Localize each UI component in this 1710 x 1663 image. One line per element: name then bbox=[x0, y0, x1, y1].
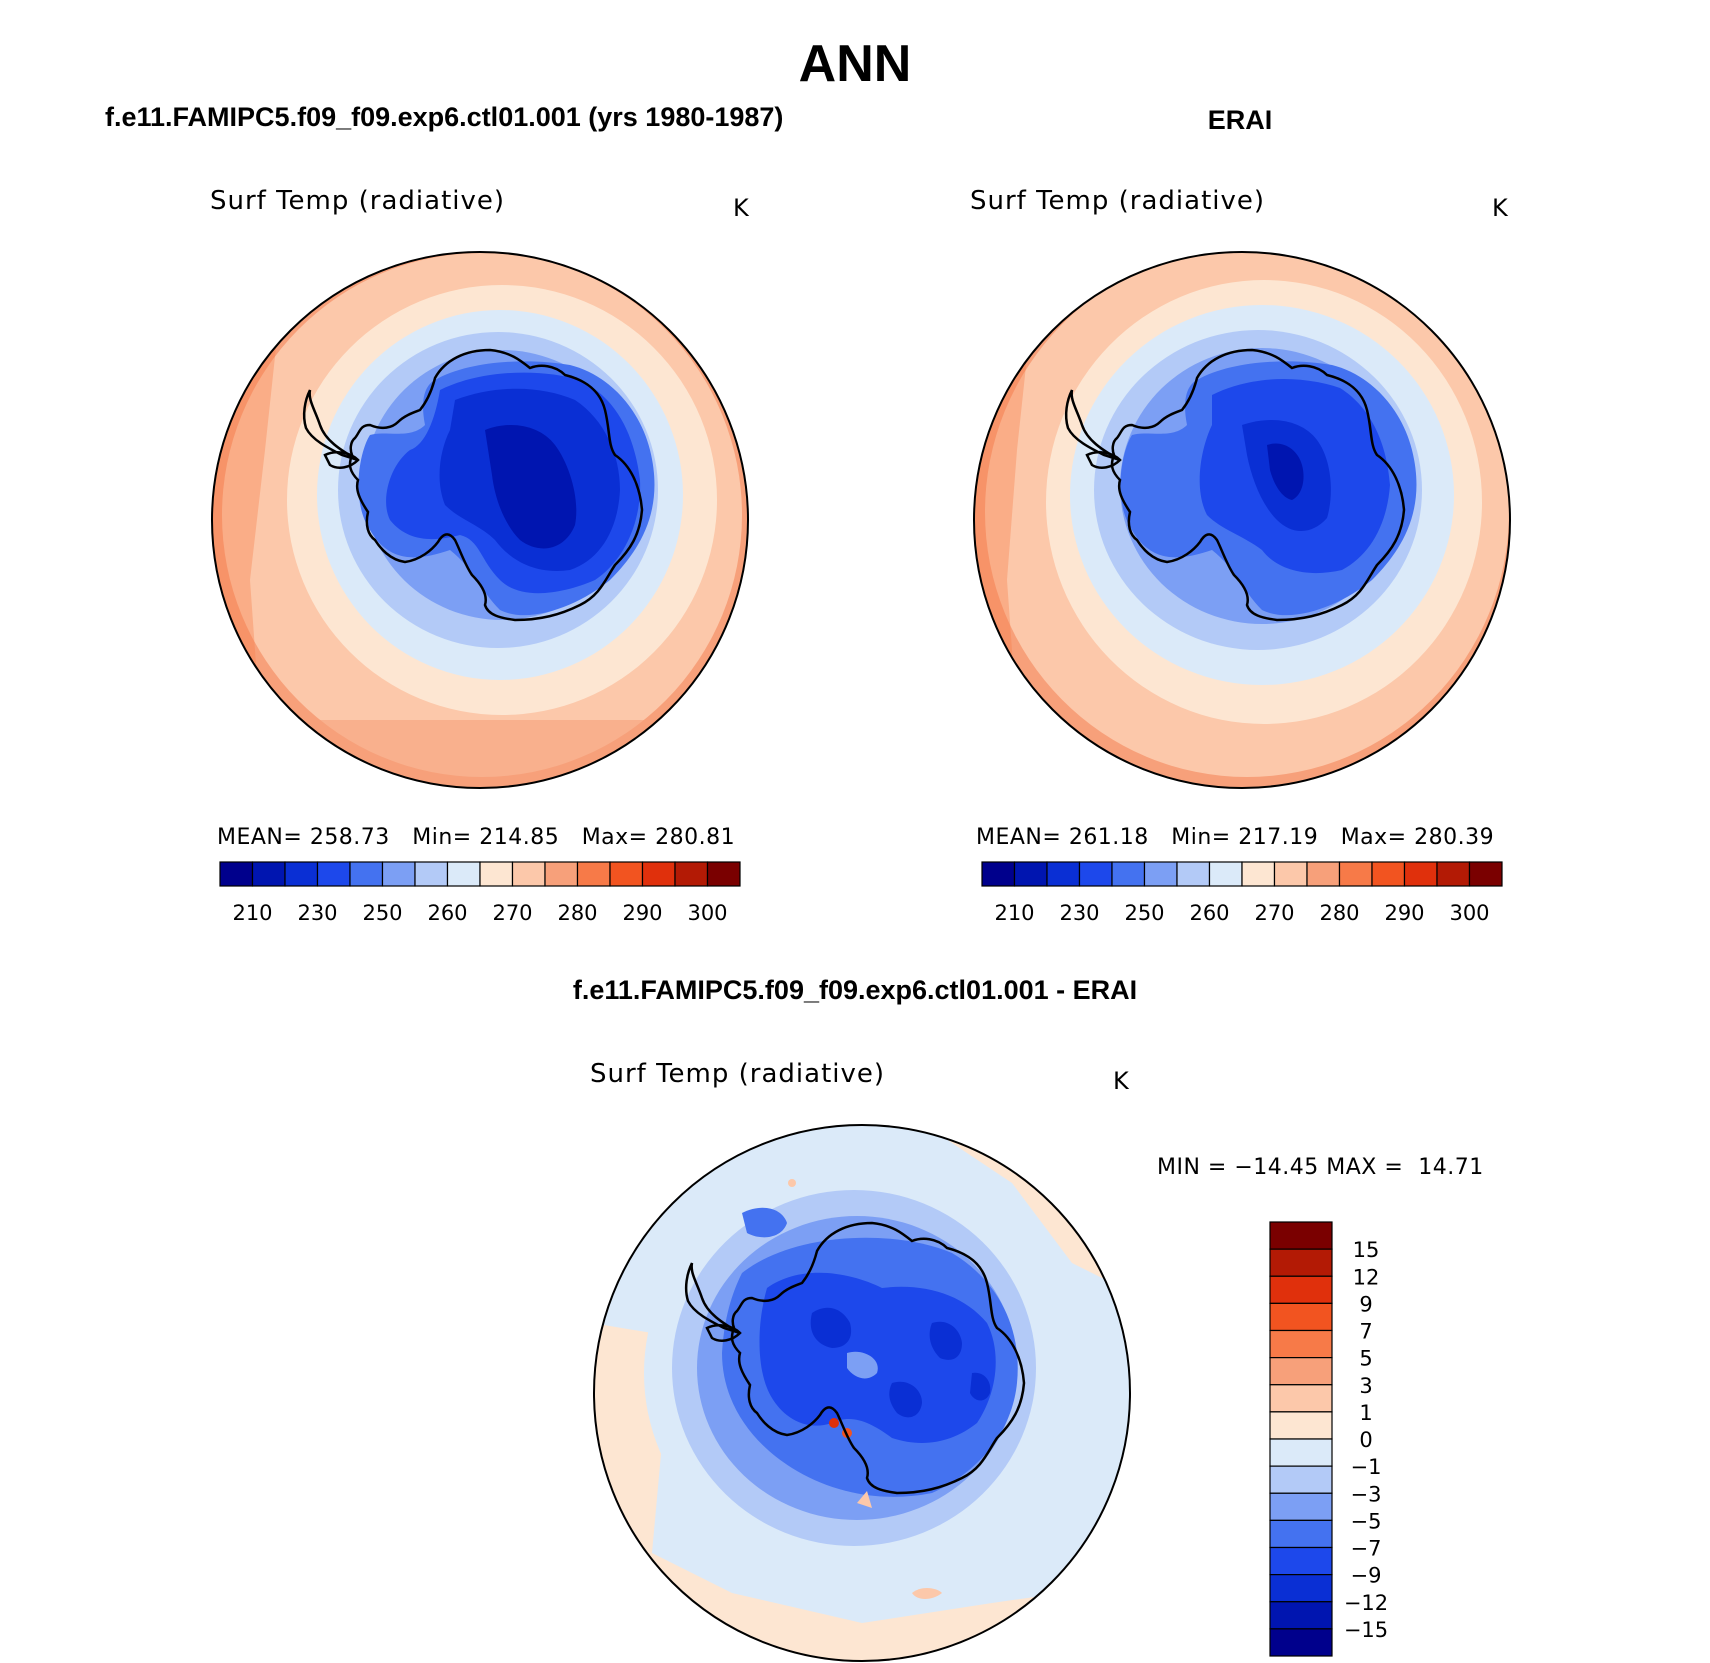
diff-colorbar-tick-label: 0 bbox=[1359, 1428, 1372, 1452]
obs-colorbar-color-box bbox=[1013, 861, 1048, 887]
model-colorbar-color-box bbox=[674, 861, 709, 887]
diff-colorbar-color-box bbox=[1269, 1275, 1333, 1304]
diff-colorbar-color-box bbox=[1269, 1357, 1333, 1386]
model-colorbar-color-box bbox=[414, 861, 449, 887]
diff-colorbar-color-box bbox=[1269, 1411, 1333, 1440]
diff-colorbar-color-box bbox=[1269, 1628, 1333, 1657]
obs-colorbar-color-box bbox=[1176, 861, 1211, 887]
diff-colorbar-color-box bbox=[1269, 1519, 1333, 1549]
diff-colorbar-tick-label: 7 bbox=[1359, 1320, 1372, 1344]
diff-colorbar-tick-label: −1 bbox=[1351, 1455, 1382, 1479]
obs-stats: MEAN= 261.18 Min= 217.19 Max= 280.39 bbox=[976, 825, 1495, 850]
obs-colorbar-color-box bbox=[981, 861, 1016, 887]
obs-variable-label: Surf Temp (radiative) bbox=[970, 186, 1266, 216]
diff-colorbar-tick-label: −3 bbox=[1351, 1482, 1382, 1506]
model-colorbar: 210 230 250 260 270 280 290 300 bbox=[219, 861, 741, 925]
diff-colorbar-color-box bbox=[1269, 1302, 1333, 1332]
diff-colorbar-color-box bbox=[1269, 1492, 1333, 1521]
model-polar-map bbox=[211, 251, 749, 789]
obs-colorbar-color-box bbox=[1371, 861, 1406, 887]
diff-colorbar-color-box bbox=[1269, 1221, 1333, 1250]
obs-colorbar-tick-label: 270 bbox=[1254, 901, 1294, 925]
diff-panel-title: f.e11.FAMIPC5.f09_f09.exp6.ctl01.001 - E… bbox=[572, 975, 1138, 1005]
diff-colorbar-tick-label: 15 bbox=[1353, 1238, 1380, 1262]
diff-polar-map bbox=[593, 1124, 1131, 1662]
model-colorbar-color-box bbox=[284, 861, 319, 887]
model-colorbar-tick-label: 230 bbox=[297, 901, 337, 925]
model-colorbar-tick-label: 260 bbox=[427, 901, 467, 925]
diff-colorbar-tick-label: −7 bbox=[1351, 1537, 1382, 1561]
diff-colorbar: 15 12 9 7 5 3 1 0 −1 −3 −5 −7 −9 −12 −15 bbox=[1269, 1221, 1388, 1657]
obs-colorbar: 210 230 250 260 270 280 290 300 bbox=[981, 861, 1503, 925]
obs-colorbar-color-box bbox=[1436, 861, 1471, 887]
model-colorbar-tick-label: 250 bbox=[362, 901, 402, 925]
model-colorbar-color-box bbox=[316, 861, 351, 887]
diff-colorbar-color-box bbox=[1269, 1574, 1333, 1603]
diff-colorbar-color-box bbox=[1269, 1329, 1333, 1359]
obs-colorbar-color-box bbox=[1306, 861, 1341, 887]
obs-colorbar-color-box bbox=[1241, 861, 1276, 887]
obs-colorbar-color-box bbox=[1046, 861, 1081, 887]
diff-colorbar-color-box bbox=[1269, 1438, 1333, 1467]
diff-units-label: K bbox=[1113, 1067, 1130, 1095]
model-colorbar-color-box bbox=[251, 861, 286, 887]
obs-colorbar-color-box bbox=[1208, 861, 1243, 887]
diff-colorbar-color-box bbox=[1269, 1384, 1333, 1413]
model-colorbar-tick-label: 300 bbox=[687, 901, 727, 925]
model-colorbar-color-box bbox=[544, 861, 579, 887]
obs-colorbar-color-box bbox=[1143, 861, 1178, 887]
model-colorbar-color-box bbox=[381, 861, 416, 887]
page-title: ANN bbox=[798, 35, 912, 93]
obs-colorbar-tick-label: 290 bbox=[1384, 901, 1424, 925]
diff-colorbar-tick-label: 12 bbox=[1353, 1265, 1380, 1289]
obs-colorbar-tick-label: 250 bbox=[1124, 901, 1164, 925]
diff-colorbar-tick-label: 1 bbox=[1359, 1401, 1372, 1425]
diff-colorbar-color-box bbox=[1269, 1546, 1333, 1576]
model-stats: MEAN= 258.73 Min= 214.85 Max= 280.81 bbox=[217, 825, 736, 850]
diff-colorbar-tick-label: 5 bbox=[1359, 1347, 1372, 1371]
diff-colorbar-tick-label: −15 bbox=[1344, 1618, 1388, 1642]
model-colorbar-color-box bbox=[349, 861, 384, 887]
model-units-label: K bbox=[733, 194, 750, 222]
model-colorbar-color-box bbox=[609, 861, 644, 887]
model-colorbar-color-box bbox=[641, 861, 676, 887]
obs-colorbar-tick-label: 300 bbox=[1449, 901, 1489, 925]
model-colorbar-color-box bbox=[479, 861, 514, 887]
model-colorbar-color-box bbox=[446, 861, 481, 887]
obs-colorbar-color-box bbox=[1403, 861, 1438, 887]
model-colorbar-tick-label: 270 bbox=[492, 901, 532, 925]
diff-colorbar-tick-label: −5 bbox=[1351, 1509, 1382, 1533]
obs-colorbar-tick-label: 210 bbox=[994, 901, 1034, 925]
model-colorbar-tick-label: 290 bbox=[622, 901, 662, 925]
diff-stats: MIN = −14.45 MAX = 14.71 bbox=[1157, 1155, 1484, 1180]
model-colorbar-color-box bbox=[706, 861, 741, 887]
obs-colorbar-tick-label: 260 bbox=[1189, 901, 1229, 925]
obs-colorbar-color-box bbox=[1078, 861, 1113, 887]
model-variable-label: Surf Temp (radiative) bbox=[210, 186, 506, 216]
obs-colorbar-color-box bbox=[1338, 861, 1373, 887]
diff-colorbar-tick-label: 3 bbox=[1359, 1374, 1372, 1398]
model-colorbar-color-box bbox=[576, 861, 611, 887]
obs-colorbar-tick-label: 280 bbox=[1319, 901, 1359, 925]
model-colorbar-color-box bbox=[219, 861, 254, 887]
diff-colorbar-color-box bbox=[1269, 1248, 1333, 1277]
obs-panel-title: ERAI bbox=[1207, 105, 1273, 135]
model-panel-title: f.e11.FAMIPC5.f09_f09.exp6.ctl01.001 (yr… bbox=[105, 102, 784, 132]
obs-units-label: K bbox=[1492, 194, 1509, 222]
obs-colorbar-tick-label: 230 bbox=[1059, 901, 1099, 925]
diff-variable-label: Surf Temp (radiative) bbox=[590, 1059, 886, 1089]
obs-colorbar-color-box bbox=[1468, 861, 1503, 887]
obs-polar-map bbox=[973, 251, 1511, 789]
model-colorbar-tick-label: 280 bbox=[557, 901, 597, 925]
obs-colorbar-color-box bbox=[1111, 861, 1146, 887]
model-colorbar-tick-label: 210 bbox=[232, 901, 272, 925]
obs-colorbar-color-box bbox=[1273, 861, 1308, 887]
diff-colorbar-tick-label: 9 bbox=[1359, 1292, 1372, 1316]
diff-colorbar-color-box bbox=[1269, 1601, 1333, 1630]
model-colorbar-color-box bbox=[511, 861, 546, 887]
diff-colorbar-tick-label: −9 bbox=[1351, 1564, 1382, 1588]
diff-colorbar-color-box bbox=[1269, 1465, 1333, 1494]
diff-colorbar-tick-label: −12 bbox=[1344, 1591, 1388, 1615]
